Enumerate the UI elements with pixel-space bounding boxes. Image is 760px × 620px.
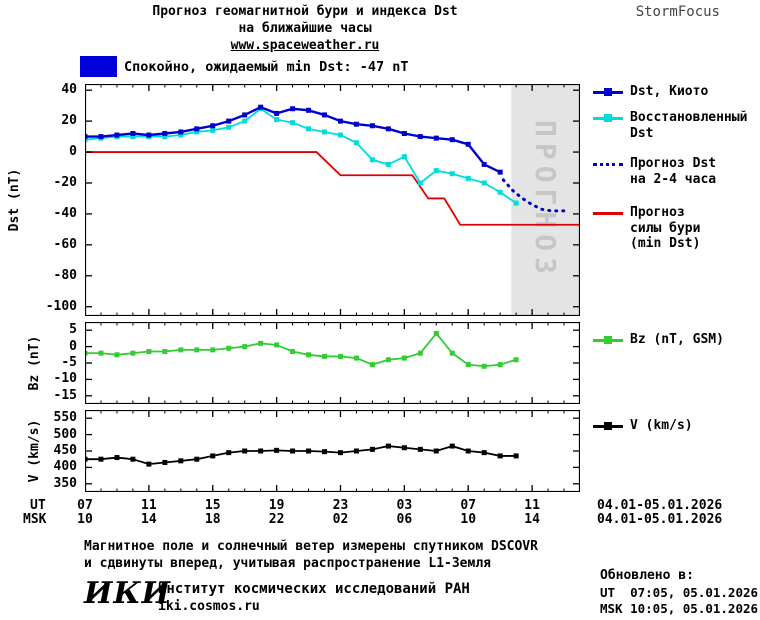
dst-chart: ПРОГНОЗ — [85, 84, 580, 316]
ut-xtick-label: 11 — [141, 498, 157, 513]
msk-xtick-label: 02 — [332, 512, 349, 527]
dst-ytick-label: -20 — [53, 174, 77, 190]
ut-row-label: UT — [30, 498, 46, 513]
data-source-note-line1: Магнитное поле и солнечный ветер измерен… — [84, 539, 538, 554]
dst-kyoto-marker-icon — [593, 86, 623, 98]
ut-xtick-label: 19 — [268, 498, 285, 513]
msk-row-label: MSK — [23, 512, 47, 527]
legend-bz: Bz (nT, GSM) — [593, 332, 759, 348]
legend-v-label: V (km/s) — [630, 418, 693, 433]
bz-ytick-label: 0 — [69, 338, 77, 354]
bz-ytick-label: 5 — [69, 322, 77, 338]
data-source-note-line2: и сдвинуты вперед, учитывая распростране… — [84, 556, 491, 571]
page-title-line1: Прогноз геомагнитной бури и индекса Dst — [152, 4, 458, 19]
bz-chart — [85, 322, 580, 404]
msk-xtick-label: 14 — [524, 512, 540, 527]
institute-name: Институт космических исследований РАН — [158, 581, 470, 597]
updated-label: Обновлено в: — [600, 568, 694, 583]
msk-xtick-label: 10 — [460, 512, 477, 527]
legend-dst-kyoto: Dst, Киото — [593, 84, 759, 100]
legend-storm-forecast-label: Прогноз силы бури (min Dst) — [630, 205, 701, 252]
page-title-line2: на ближайшие часы — [238, 21, 372, 36]
bz-marker-icon — [593, 334, 623, 346]
legend-dst-kyoto-label: Dst, Киото — [630, 84, 709, 99]
legend-forecast-dst: Прогноз Dst на 2-4 часа — [593, 156, 759, 187]
v-marker-icon — [593, 420, 623, 432]
dst-ytick-label: -40 — [53, 205, 77, 221]
stormfocus-brand: StormFocus — [635, 4, 720, 20]
dst-axis-label: Dst (nT) — [7, 168, 22, 232]
legend-forecast-dst-label: Прогноз Dst на 2-4 часа — [630, 156, 717, 187]
storm-forecast-marker-icon — [593, 207, 623, 219]
dst-ytick-label: 20 — [61, 113, 77, 129]
msk-xtick-label: 10 — [77, 512, 93, 527]
msk-xtick-label: 18 — [204, 512, 221, 527]
legend-storm-forecast: Прогноз силы бури (min Dst) — [593, 205, 759, 252]
msk-xtick-label: 06 — [396, 512, 413, 527]
bz-ytick-label: -15 — [53, 387, 77, 403]
svg-text:ПРОГНОЗ: ПРОГНОЗ — [529, 120, 562, 280]
updated-msk: MSK 10:05, 05.01.2026 — [600, 601, 759, 616]
ut-xtick-label: 03 — [396, 498, 413, 513]
iki-logo: ИКИ — [84, 576, 171, 611]
updated-ut: UT 07:05, 05.01.2026 — [600, 585, 759, 600]
ut-xtick-label: 07 — [77, 498, 93, 513]
v-ytick-label: 500 — [53, 426, 77, 442]
forecast-dst-marker-icon — [593, 158, 623, 170]
v-ytick-label: 350 — [53, 475, 77, 491]
dst-ytick-label: 40 — [61, 82, 77, 98]
msk-xtick-label: 14 — [141, 512, 157, 527]
v-chart — [85, 410, 580, 492]
ut-xtick-label: 07 — [460, 498, 477, 513]
msk-date-range: 04.01-05.01.2026 — [597, 512, 723, 527]
bz-ytick-label: -5 — [61, 355, 77, 370]
legend-v: V (km/s) — [593, 418, 759, 434]
v-ytick-label: 550 — [53, 410, 77, 426]
ut-xtick-label: 15 — [204, 498, 221, 513]
dst-ytick-label: 0 — [69, 144, 77, 160]
msk-xtick-label: 22 — [268, 512, 285, 527]
dst-ytick-label: -80 — [53, 267, 77, 283]
dst-ytick-label: -100 — [45, 298, 77, 314]
dst-ytick-label: -60 — [53, 236, 77, 252]
v-ytick-label: 400 — [53, 459, 77, 475]
ut-date-range: 04.01-05.01.2026 — [597, 498, 723, 513]
quiet-status-badge — [80, 56, 117, 77]
iki-site-link[interactable]: iki.cosmos.ru — [158, 599, 260, 614]
ut-xtick-label: 23 — [332, 498, 349, 513]
legend-restored-dst: Восстановленный Dst — [593, 110, 759, 141]
bz-ytick-label: -10 — [53, 371, 77, 387]
spaceweather-link[interactable]: www.spaceweather.ru — [230, 38, 380, 53]
restored-dst-marker-icon — [593, 112, 623, 124]
legend-bz-label: Bz (nT, GSM) — [630, 332, 724, 347]
legend-restored-dst-label: Восстановленный Dst — [630, 110, 748, 141]
ut-xtick-label: 11 — [524, 498, 540, 513]
status-text: Спокойно, ожидаемый min Dst: -47 nT — [124, 59, 409, 75]
v-ytick-label: 450 — [53, 443, 77, 458]
